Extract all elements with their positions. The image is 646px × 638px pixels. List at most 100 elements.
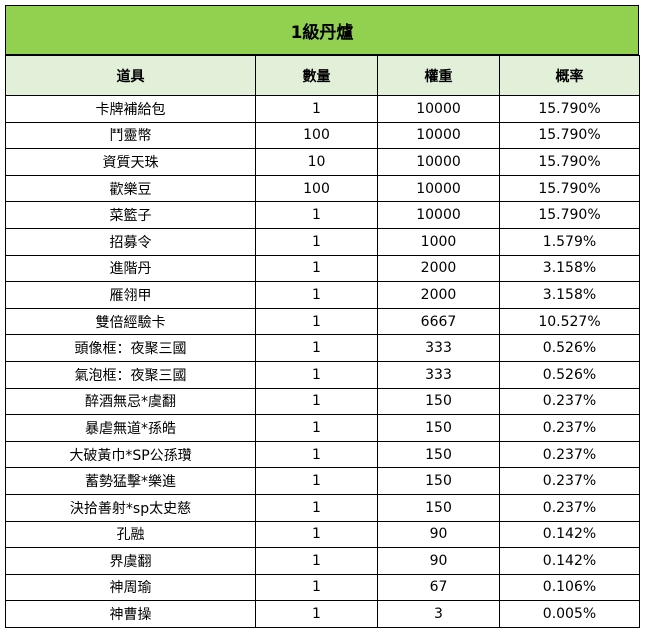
table-row: 神曹操 1 3 0.005% [5,600,640,628]
item-name-cell: 大破黃巾*SP公孫瓚 [5,440,256,469]
quantity-cell: 1 [255,360,378,389]
quantity-cell: 1 [255,227,378,256]
probability-cell: 3.158% [499,281,640,309]
quantity-cell: 1 [255,573,378,602]
weight-cell: 10000 [377,201,500,229]
probability-cell: 0.237% [499,467,640,495]
table-row: 蓄勢猛擊*樂進 1 150 0.237% [5,467,640,495]
item-name-cell: 卡牌補給包 [5,95,256,123]
item-name-cell: 菜籃子 [5,201,256,229]
item-name-cell: 鬥靈幣 [5,121,256,150]
item-name-cell: 孔融 [5,520,256,549]
weight-cell: 10000 [377,95,500,123]
probability-cell: 15.790% [499,174,640,203]
weight-cell: 150 [377,440,500,469]
probability-cell: 0.142% [499,520,640,549]
weight-cell: 150 [377,387,500,416]
probability-cell: 0.005% [499,600,640,628]
probability-cell: 0.237% [499,440,640,469]
weight-cell: 2000 [377,254,500,283]
probability-cell: 15.790% [499,95,640,123]
header-item: 道具 [5,55,256,96]
header-row: 道具 數量 權重 概率 [5,55,640,96]
quantity-cell: 1 [255,520,378,549]
weight-cell: 2000 [377,281,500,309]
probability-cell: 0.237% [499,387,640,416]
weight-cell: 3 [377,600,500,628]
header-weight: 權重 [377,55,500,96]
table-row: 資質天珠 10 10000 15.790% [5,148,640,176]
header-probability: 概率 [499,55,640,96]
item-name-cell: 蓄勢猛擊*樂進 [5,467,256,495]
weight-cell: 333 [377,360,500,389]
quantity-cell: 10 [255,148,378,176]
quantity-cell: 1 [255,493,378,522]
quantity-cell: 1 [255,307,378,336]
item-name-cell: 頭像框：夜聚三國 [5,334,256,362]
item-name-cell: 雁翎甲 [5,281,256,309]
table-row: 雁翎甲 1 2000 3.158% [5,281,640,309]
table-row: 進階丹 1 2000 3.158% [5,254,640,283]
item-name-cell: 界虞翻 [5,547,256,575]
table-row: 大破黃巾*SP公孫瓚 1 150 0.237% [5,440,640,469]
probability-cell: 0.106% [499,573,640,602]
table-row: 暴虐無道*孫皓 1 150 0.237% [5,414,640,442]
drop-rate-table: 道具 數量 權重 概率 卡牌補給包 1 10000 15.790% 鬥靈幣 100 1000… [5,55,640,628]
probability-cell: 10.527% [499,307,640,336]
quantity-cell: 1 [255,387,378,416]
quantity-cell: 1 [255,254,378,283]
quantity-cell: 1 [255,467,378,495]
item-name-cell: 雙倍經驗卡 [5,307,256,336]
drop-rate-table-container: 1級丹爐 道具 數量 權重 概率 卡牌補給包 1 10000 15.790% 鬥靈幣 10… [5,5,640,628]
weight-cell: 10000 [377,121,500,150]
item-name-cell: 神周瑜 [5,573,256,602]
item-name-cell: 暴虐無道*孫皓 [5,414,256,442]
table-row: 氣泡框：夜聚三國 1 333 0.526% [5,360,640,389]
weight-cell: 10000 [377,148,500,176]
probability-cell: 3.158% [499,254,640,283]
item-name-cell: 決拾善射*sp太史慈 [5,493,256,522]
weight-cell: 150 [377,493,500,522]
probability-cell: 15.790% [499,121,640,150]
item-name-cell: 歡樂豆 [5,174,256,203]
table-row: 雙倍經驗卡 1 6667 10.527% [5,307,640,336]
probability-cell: 0.526% [499,360,640,389]
table-row: 頭像框：夜聚三國 1 333 0.526% [5,334,640,362]
quantity-cell: 100 [255,174,378,203]
probability-cell: 0.237% [499,414,640,442]
item-name-cell: 招募令 [5,227,256,256]
table-title: 1級丹爐 [5,5,639,55]
weight-cell: 150 [377,467,500,495]
table-row: 菜籃子 1 10000 15.790% [5,201,640,229]
table-row: 神周瑜 1 67 0.106% [5,573,640,602]
quantity-cell: 100 [255,121,378,150]
quantity-cell: 1 [255,95,378,123]
quantity-cell: 1 [255,281,378,309]
item-name-cell: 醉酒無忌*虞翻 [5,387,256,416]
table-body: 卡牌補給包 1 10000 15.790% 鬥靈幣 100 10000 15.790% 資質天珠… [5,95,640,628]
probability-cell: 15.790% [499,148,640,176]
table-row: 歡樂豆 100 10000 15.790% [5,174,640,203]
quantity-cell: 1 [255,414,378,442]
table-row: 醉酒無忌*虞翻 1 150 0.237% [5,387,640,416]
weight-cell: 333 [377,334,500,362]
table-row: 孔融 1 90 0.142% [5,520,640,549]
quantity-cell: 1 [255,547,378,575]
probability-cell: 0.526% [499,334,640,362]
weight-cell: 67 [377,573,500,602]
table-row: 鬥靈幣 100 10000 15.790% [5,121,640,150]
table-row: 卡牌補給包 1 10000 15.790% [5,95,640,123]
quantity-cell: 1 [255,334,378,362]
probability-cell: 0.237% [499,493,640,522]
weight-cell: 90 [377,520,500,549]
weight-cell: 90 [377,547,500,575]
item-name-cell: 氣泡框：夜聚三國 [5,360,256,389]
quantity-cell: 1 [255,201,378,229]
probability-cell: 1.579% [499,227,640,256]
table-row: 招募令 1 1000 1.579% [5,227,640,256]
item-name-cell: 神曹操 [5,600,256,628]
probability-cell: 0.142% [499,547,640,575]
table-row: 界虞翻 1 90 0.142% [5,547,640,575]
quantity-cell: 1 [255,440,378,469]
header-quantity: 數量 [255,55,378,96]
